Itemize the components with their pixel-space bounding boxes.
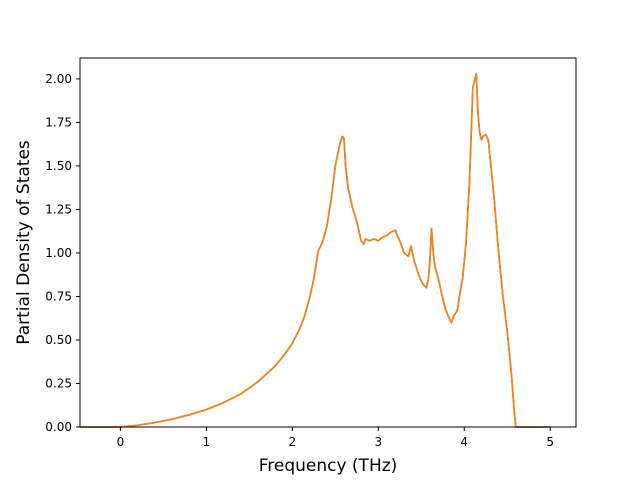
x-tick-label: 3 — [374, 435, 382, 449]
x-tick-label: 5 — [546, 435, 554, 449]
y-tick-label: 1.75 — [45, 115, 72, 129]
y-tick-label: 1.25 — [45, 202, 72, 216]
series-layer — [80, 72, 551, 428]
x-tick-label: 0 — [117, 435, 125, 449]
y-axis-label: Partial Density of States — [14, 140, 34, 345]
x-tick-label: 1 — [203, 435, 211, 449]
y-tick-label: 0.00 — [45, 420, 72, 434]
y-tick-label: 0.75 — [45, 289, 72, 303]
y-tick-label: 0.50 — [45, 333, 72, 347]
x-axis-label: Frequency (THz) — [259, 456, 398, 476]
y-tick-label: 1.00 — [45, 246, 72, 260]
y-tick-label: 2.00 — [45, 72, 72, 86]
x-axis-ticks: 0 1 2 3 4 5 — [117, 427, 554, 449]
x-tick-label: 2 — [289, 435, 297, 449]
x-tick-label: 4 — [460, 435, 468, 449]
y-tick-label: 0.25 — [45, 376, 72, 390]
y-tick-label: 1.50 — [45, 159, 72, 173]
y-axis-ticks: 0.00 0.25 0.50 0.75 1.00 1.25 1.50 1.75 2.00 — [45, 72, 80, 434]
plot-frame — [79, 57, 577, 428]
series-line-2 — [80, 72, 551, 428]
